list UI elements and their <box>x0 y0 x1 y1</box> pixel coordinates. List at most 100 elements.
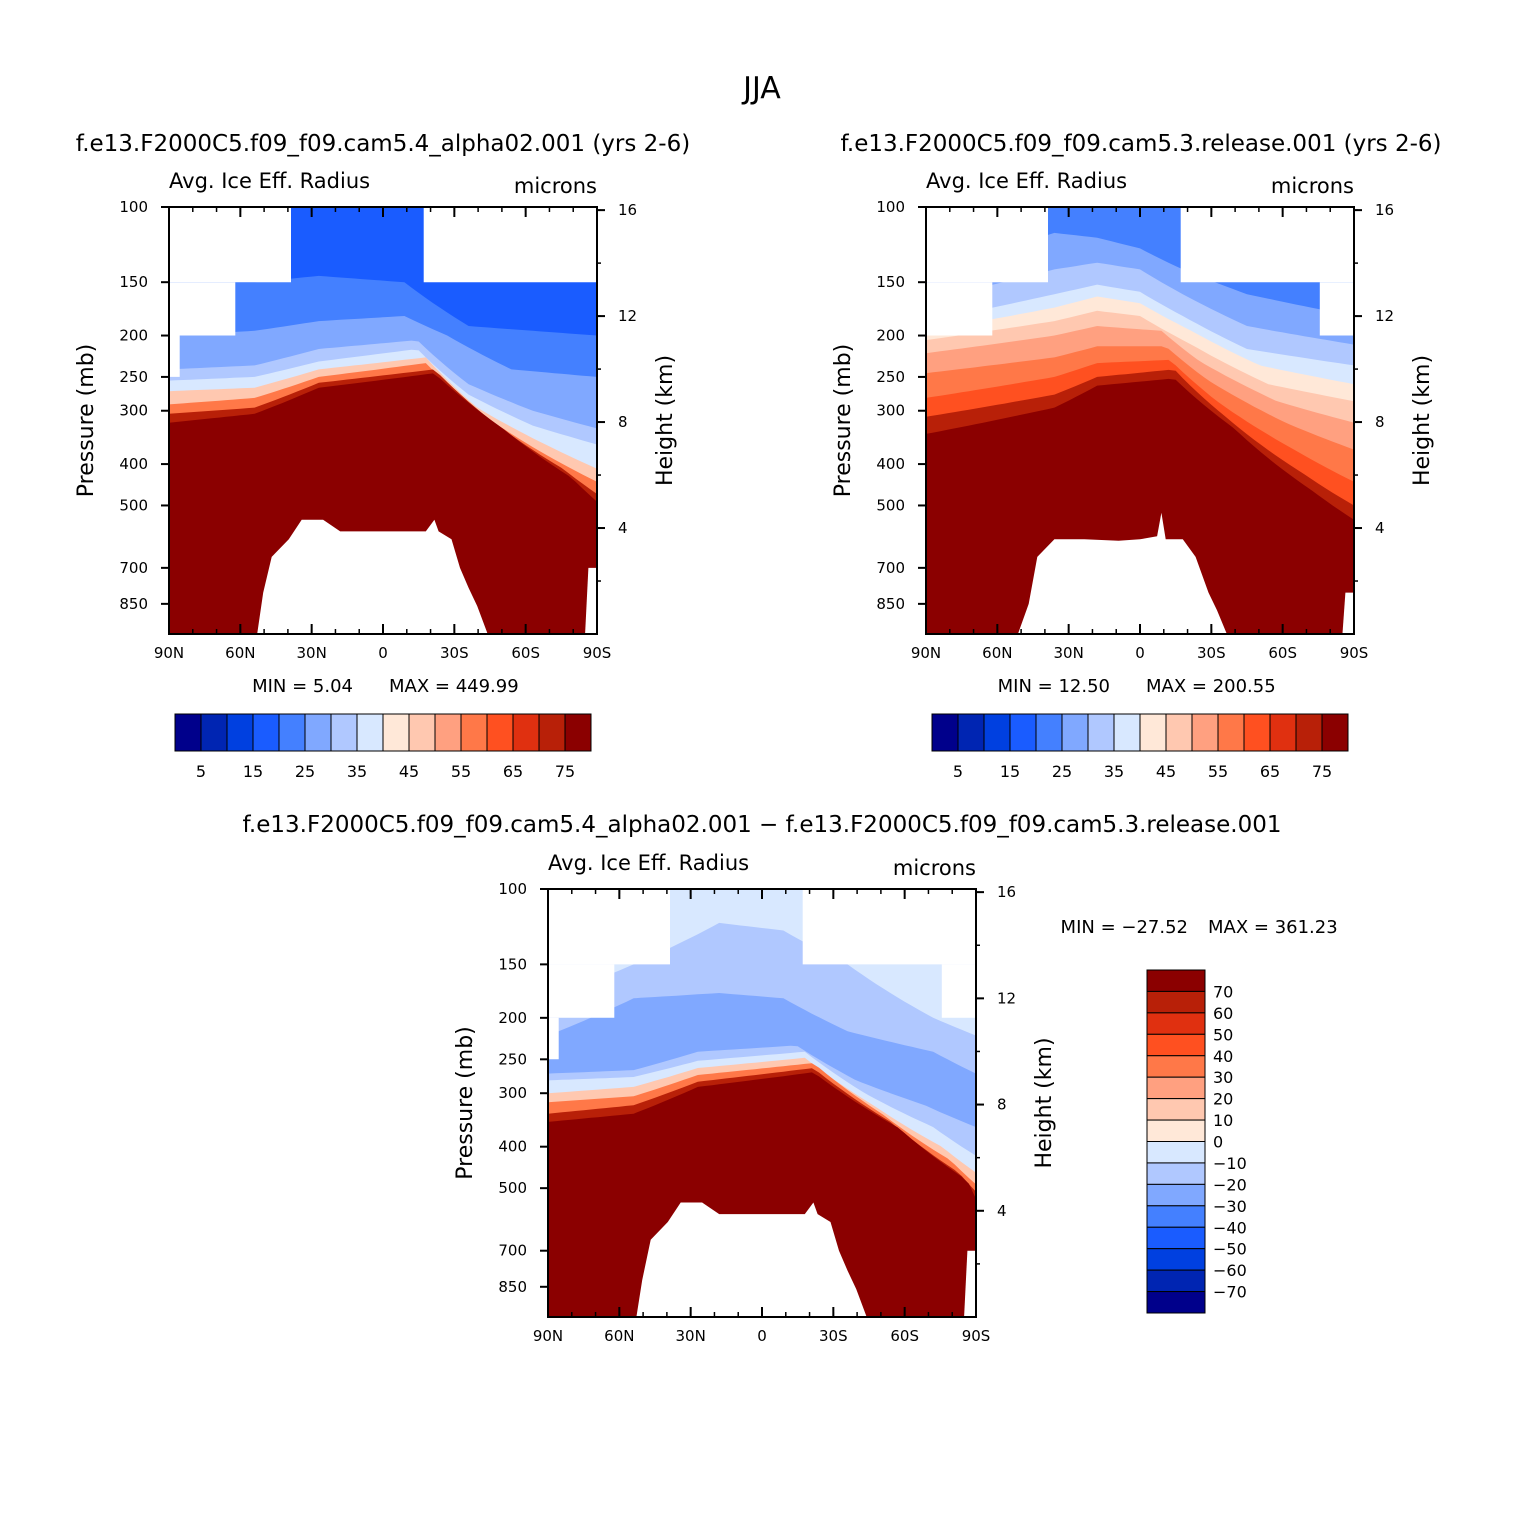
y2-tick-label: 12 <box>618 307 637 325</box>
max-label: MAX = 361.23 <box>1208 917 1338 938</box>
colorbar-swatch <box>200 713 228 752</box>
colorbar-swatch <box>1146 969 1206 992</box>
colorbar-swatch <box>1191 713 1219 752</box>
y-tick-label: 400 <box>119 455 148 473</box>
colorbar-label: 40 <box>1213 1047 1233 1066</box>
y-tick-label: 100 <box>498 880 527 898</box>
colorbar-label: 65 <box>1260 762 1280 781</box>
missing-data-mask-3 <box>1319 282 1354 336</box>
colorbar-swatch <box>1146 1205 1206 1228</box>
colorbar-label: 15 <box>1000 762 1020 781</box>
y-tick-label: 300 <box>119 402 148 420</box>
colorbar-swatch <box>1061 713 1089 752</box>
max-label: MAX = 449.99 <box>389 676 519 697</box>
y-tick-label: 700 <box>876 559 905 577</box>
colorbar-label: 35 <box>347 762 367 781</box>
colorbar-swatch <box>1295 713 1323 752</box>
y-tick-label: 250 <box>876 368 905 386</box>
contour-band-10 <box>926 378 1354 634</box>
colorbar-swatch <box>1321 713 1349 752</box>
x-tick-label: 90N <box>154 644 184 662</box>
colorbar-swatch <box>931 713 959 752</box>
colorbar-swatch <box>1146 1119 1206 1142</box>
y-tick-label: 150 <box>119 273 148 291</box>
colorbar-label: 75 <box>1312 762 1332 781</box>
variable-label: Avg. Ice Eff. Radius <box>548 851 749 875</box>
colorbar-swatch <box>1146 1055 1206 1078</box>
panel-control-case: Avg. Ice Eff. Radius microns 90N 60N 30N 0 30S… <box>831 169 1435 781</box>
colorbar-swatch <box>1146 1248 1206 1271</box>
contour-field <box>548 889 976 1317</box>
missing-data-mask-5 <box>1342 592 1354 634</box>
x-tick-label: 0 <box>378 644 388 662</box>
colorbar-label: −50 <box>1213 1240 1247 1259</box>
x-tick-label: 90N <box>533 1327 563 1345</box>
missing-data-mask-0 <box>926 207 1048 283</box>
x-tick-label: 60N <box>225 644 255 662</box>
colorbar-swatch <box>1243 713 1271 752</box>
colorbar-swatch <box>1217 713 1245 752</box>
y-axis-title: Pressure (mb) <box>453 1026 478 1180</box>
colorbar-swatch <box>304 713 332 752</box>
colorbar-swatch <box>564 713 592 752</box>
colorbar-swatch <box>1146 1033 1206 1057</box>
missing-data-mask-0 <box>548 889 670 965</box>
colorbar-swatch <box>278 713 306 752</box>
colorbar-swatch <box>1269 713 1297 752</box>
panel3-title: f.e13.F2000C5.f09_f09.cam5.4_alpha02.001… <box>243 812 1282 838</box>
y-tick-label: 200 <box>876 327 905 345</box>
colorbar-label: −10 <box>1213 1154 1247 1173</box>
units-label: microns <box>514 174 597 198</box>
y2-tick-label: 8 <box>1375 413 1385 431</box>
colorbar-label: 10 <box>1213 1111 1233 1130</box>
panel-test-case: Avg. Ice Eff. Radius microns 90N 60N 30N 0 30S… <box>74 169 678 781</box>
colorbar-swatch <box>983 713 1011 752</box>
y-tick-label: 250 <box>119 368 148 386</box>
units-label: microns <box>893 856 976 880</box>
missing-data-mask-5 <box>585 567 597 634</box>
y-tick-label: 300 <box>876 402 905 420</box>
y2-axis-title: Height (km) <box>1032 1037 1057 1168</box>
colorbar-swatch <box>330 713 358 752</box>
colorbar-label: 25 <box>295 762 315 781</box>
y2-tick-label: 16 <box>997 883 1016 901</box>
y2-tick-label: 16 <box>618 201 637 219</box>
colorbar-label: 15 <box>243 762 263 781</box>
min-label: MIN = 5.04 <box>252 676 353 697</box>
missing-data-mask-2 <box>926 282 993 336</box>
colorbar-swatch <box>1146 1076 1206 1100</box>
y-tick-label: 100 <box>876 198 905 216</box>
y2-tick-label: 4 <box>997 1202 1007 1220</box>
x-tick-label: 90S <box>583 644 612 662</box>
colorbar-swatch <box>1146 1269 1206 1293</box>
variable-label: Avg. Ice Eff. Radius <box>926 169 1127 193</box>
x-tick-label: 60S <box>1268 644 1297 662</box>
missing-data-mask-1 <box>1180 207 1354 283</box>
min-label: MIN = 12.50 <box>998 676 1110 697</box>
colorbar-label: −60 <box>1213 1261 1247 1280</box>
missing-data-mask-4 <box>941 964 976 1018</box>
colorbar-label: 55 <box>1208 762 1228 781</box>
colorbar-label: 25 <box>1052 762 1072 781</box>
missing-data-mask-3 <box>548 1017 559 1060</box>
colorbar-label: 70 <box>1213 982 1233 1001</box>
colorbar-label: 60 <box>1213 1004 1233 1023</box>
colorbar-label: 65 <box>503 762 523 781</box>
y-tick-label: 250 <box>498 1050 527 1068</box>
y-tick-label: 850 <box>876 595 905 613</box>
x-tick-label: 90N <box>911 644 941 662</box>
y2-tick-label: 12 <box>997 989 1016 1007</box>
colorbar-swatch <box>486 713 514 752</box>
contour-field <box>926 207 1354 634</box>
y-axis-title: Pressure (mb) <box>74 344 99 498</box>
colorbar-swatch <box>1139 713 1167 752</box>
contour-field <box>169 207 597 634</box>
panel-difference: Avg. Ice Eff. Radius microns 90N 60N 30N 0 30S… <box>453 851 1338 1345</box>
colorbar-swatch <box>174 713 202 752</box>
y-tick-label: 150 <box>876 273 905 291</box>
x-tick-label: 30N <box>676 1327 706 1345</box>
x-tick-label: 30N <box>297 644 327 662</box>
colorbar-swatch <box>1009 713 1037 752</box>
colorbar-label: −30 <box>1213 1197 1247 1216</box>
